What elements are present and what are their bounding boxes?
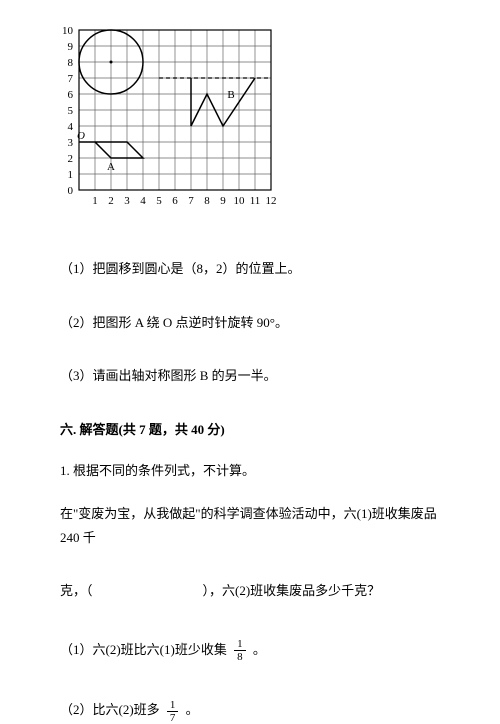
svg-text:5: 5 [68, 105, 74, 117]
sub2-suffix: 。 [186, 702, 199, 717]
frac1-den: 8 [234, 651, 246, 663]
sub1-suffix: 。 [253, 642, 266, 657]
svg-text:2: 2 [108, 195, 114, 207]
svg-text:4: 4 [68, 121, 74, 133]
svg-text:6: 6 [68, 89, 74, 101]
sub2-prefix: （2）比六(2)班多 [60, 702, 163, 717]
svg-text:4: 4 [140, 195, 146, 207]
svg-text:B: B [227, 89, 234, 101]
svg-text:3: 3 [68, 137, 74, 149]
frac2-num: 1 [167, 699, 179, 712]
frac1-num: 1 [234, 638, 246, 651]
svg-text:1: 1 [68, 169, 74, 181]
subquestion-2: （2）比六(2)班多 1 7 。 [60, 698, 450, 724]
svg-text:6: 6 [172, 195, 178, 207]
svg-text:7: 7 [188, 195, 194, 207]
svg-text:5: 5 [156, 195, 162, 207]
svg-text:11: 11 [250, 195, 261, 207]
fraction-1: 1 8 [234, 638, 246, 663]
svg-text:3: 3 [124, 195, 130, 207]
instructions-block: （1）把圆移到圆心是（8，2）的位置上。 （2）把图形 A 绕 O 点逆时针旋转… [60, 257, 450, 387]
fraction-2: 1 7 [167, 699, 179, 724]
svg-text:9: 9 [68, 41, 74, 53]
context-prefix: 克，（ [60, 583, 93, 598]
subquestion-1: （1）六(2)班比六(1)班少收集 1 8 。 [60, 638, 450, 664]
context-line1: 在"变废为宝，从我做起"的科学调查体验活动中，六(1)班收集废品 240 千 [60, 502, 450, 549]
grid-svg: 109876543210123456789101112OAB [55, 20, 285, 220]
frac2-den: 7 [167, 712, 179, 724]
context-line2: 克，（ ），六(2)班收集废品多少千克？ [60, 579, 450, 602]
instruction-1: （1）把圆移到圆心是（8，2）的位置上。 [60, 257, 450, 280]
svg-text:12: 12 [266, 195, 277, 207]
svg-text:0: 0 [68, 185, 74, 197]
svg-text:10: 10 [234, 195, 246, 207]
grid-chart: 109876543210123456789101112OAB [55, 20, 450, 227]
problem-intro: 1. 根据不同的条件列式，不计算。 [60, 459, 450, 482]
svg-text:2: 2 [68, 153, 74, 165]
instruction-3: （3）请画出轴对称图形 B 的另一半。 [60, 364, 450, 387]
instruction-2: （2）把图形 A 绕 O 点逆时针旋转 90°。 [60, 311, 450, 334]
section-header: 六. 解答题(共 7 题，共 40 分) [60, 418, 450, 441]
svg-text:9: 9 [220, 195, 226, 207]
svg-text:10: 10 [62, 25, 74, 37]
svg-text:7: 7 [68, 73, 74, 85]
svg-text:A: A [107, 161, 115, 173]
svg-text:1: 1 [92, 195, 98, 207]
sub1-prefix: （1）六(2)班比六(1)班少收集 [60, 642, 230, 657]
svg-text:O: O [77, 130, 85, 142]
svg-text:8: 8 [204, 195, 210, 207]
context-suffix: ），六(2)班收集废品多少千克？ [203, 583, 381, 598]
svg-text:8: 8 [68, 57, 74, 69]
